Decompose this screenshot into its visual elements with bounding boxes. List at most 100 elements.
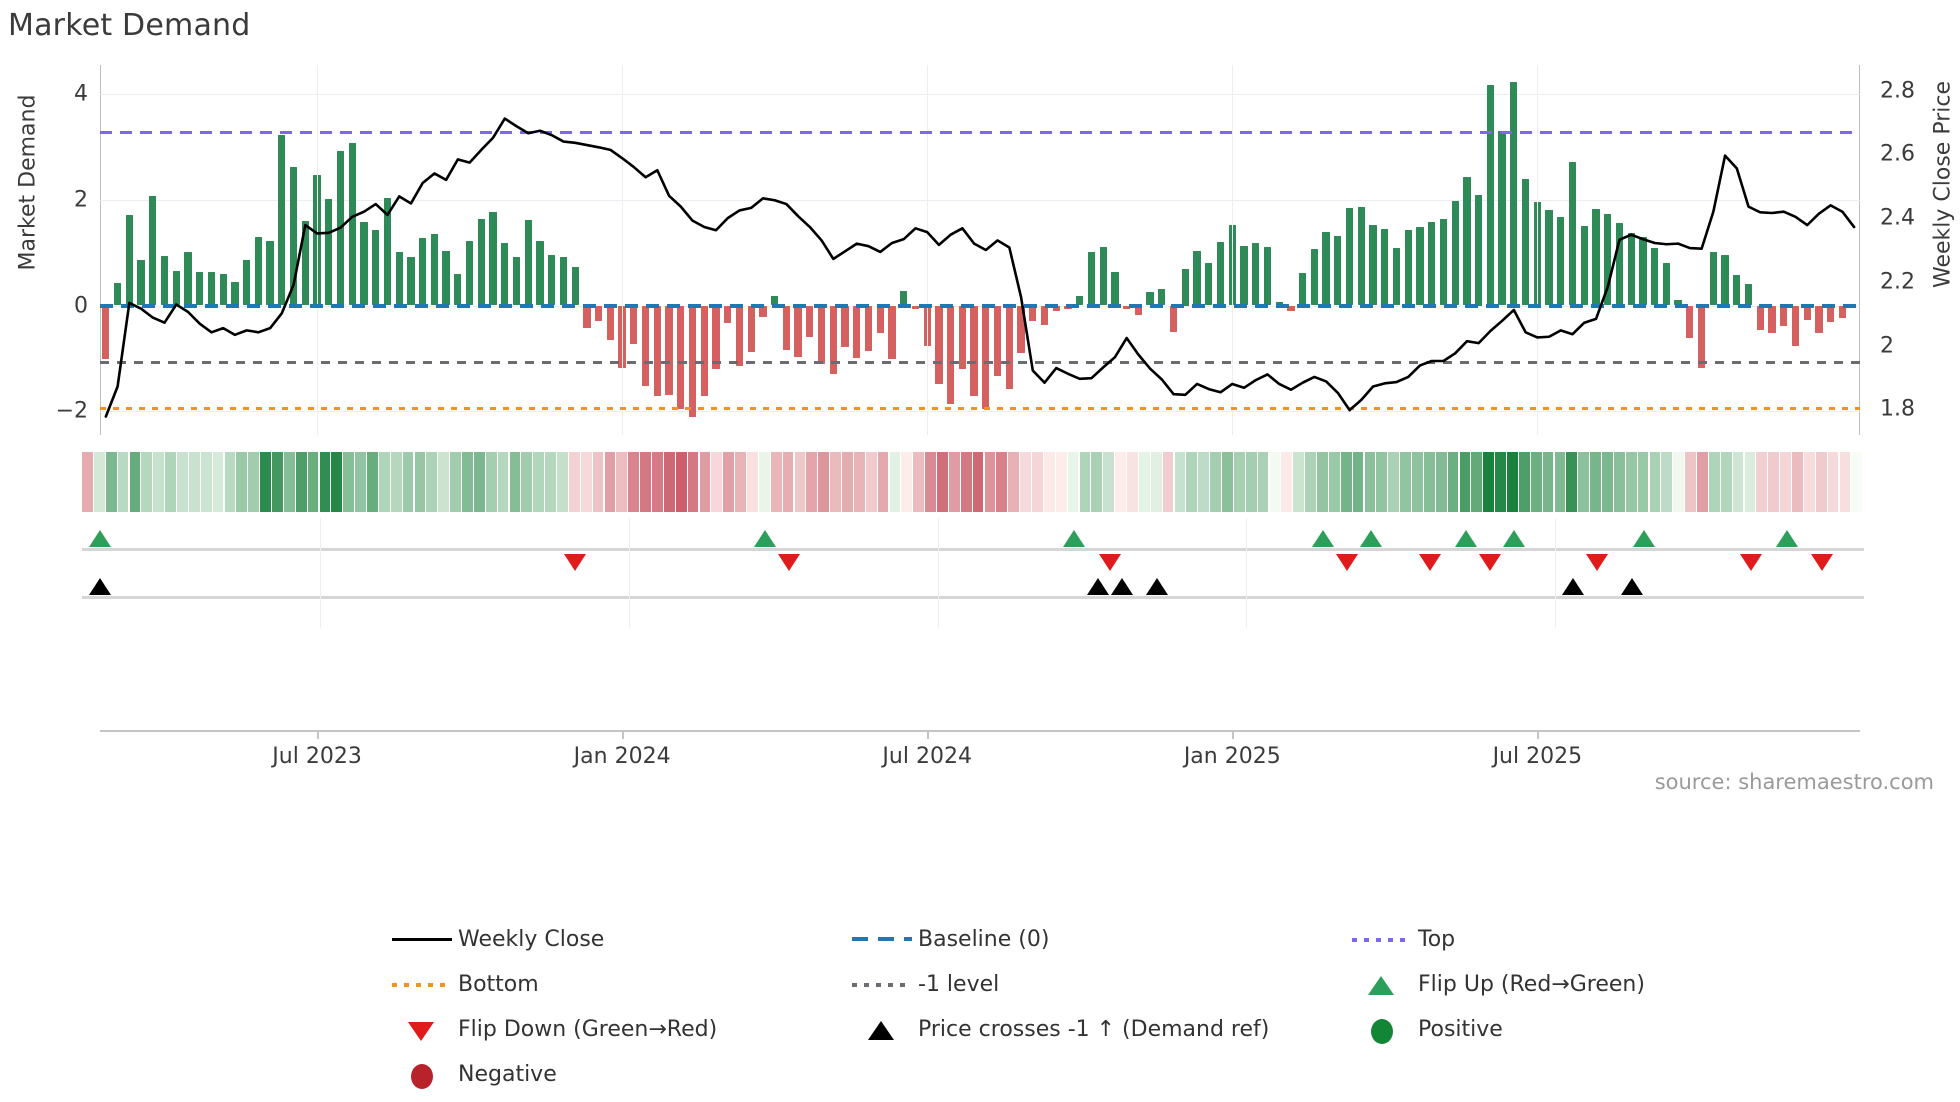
vertical-gridline [937,518,939,628]
heatmap-cell [937,452,948,512]
heatmap-cell [188,452,200,512]
y-tick-label-left: 2 [74,187,88,213]
legend-item[interactable]: Baseline (0) [846,920,1346,958]
minus-one-level-line-icon [852,983,912,987]
heatmap-cell [450,452,461,512]
demand-bar [395,251,403,306]
demand-bar [1134,305,1143,315]
demand-bar [419,237,427,306]
flip-down-triangle-icon [1336,554,1359,571]
flip-up-triangle-icon [1368,976,1394,995]
heatmap-cell [711,452,723,512]
legend-item[interactable]: Weekly Close [386,920,846,958]
heatmap-cell [1233,452,1245,512]
heatmap-cell [830,452,841,512]
heatmap-cell [972,452,984,512]
price-cross-marker-axis [82,596,1864,599]
demand-bar [372,230,380,306]
heatmap-cell [1340,452,1352,512]
x-tick-label: Jul 2025 [1492,744,1583,769]
demand-bar [548,254,556,306]
x-tick-label: Jan 2024 [573,744,671,769]
heatmap-cell [438,452,450,512]
legend-item[interactable]: Negative [386,1055,846,1093]
heatmap-cell [1554,452,1566,512]
demand-bar [1651,248,1659,306]
demand-bar [348,142,356,306]
legend-item[interactable]: Flip Down (Green→Red) [386,1010,846,1048]
heatmap-cell [1685,452,1696,512]
demand-bar [125,214,133,306]
legend-item[interactable]: Top [1346,920,1646,958]
heatmap-cell [212,452,224,512]
flip-down-triangle-icon [1478,554,1501,571]
legend-label: Price crosses -1 ↑ (Demand ref) [918,1016,1270,1042]
demand-bar [712,305,720,369]
demand-bar [430,233,439,306]
demand-bar [477,218,485,306]
positive-circle-icon [1371,1019,1393,1044]
legend-item[interactable]: Positive [1346,1010,1646,1048]
demand-bar [501,243,509,306]
price-cross-triangle-icon [1146,578,1169,595]
demand-bar [524,219,532,306]
heatmap-cell [200,452,212,512]
heatmap-cell [1127,452,1138,512]
heatmap-cell [568,452,580,512]
heatmap-cell [1637,452,1649,512]
legend-label: Negative [458,1061,557,1087]
demand-bar [1733,274,1741,306]
legend-label: Top [1418,926,1456,952]
demand-bar [747,305,755,352]
heatmap-cell [877,452,889,512]
demand-bar [1369,225,1377,306]
demand-bar [536,241,544,306]
demand-bar [442,250,450,306]
demand-bar [1791,305,1800,346]
x-tick-mark [927,730,929,739]
demand-bar [1428,221,1436,306]
baseline-line-icon [852,937,912,941]
demand-bar [583,305,591,328]
demand-bar [1627,232,1635,306]
heatmap-cell [1459,452,1471,512]
vertical-gridline [628,518,630,628]
heatmap-cell [1245,452,1257,512]
heatmap-cell [402,452,414,512]
legend-glyph [846,969,918,999]
x-tick-mark [317,730,319,739]
legend-glyph [386,924,458,954]
vertical-gridline [319,518,321,628]
legend-glyph [1346,1014,1418,1044]
legend-item[interactable]: Price crosses -1 ↑ (Demand ref) [846,1010,1346,1048]
heatmap-cell [770,452,782,512]
demand-bar [1827,305,1835,323]
demand-bar [1146,291,1154,306]
heatmap-cell [224,452,236,512]
demand-bar [137,260,145,306]
demand-bar [1263,247,1272,306]
heatmap-cell [984,452,996,512]
bottom-level-line-icon [392,983,452,987]
x-tick-label: Jul 2024 [882,744,972,769]
demand-bar [1815,305,1823,333]
demand-bar [794,305,802,358]
demand-bar [1838,305,1847,319]
legend-item[interactable]: Flip Up (Red→Green) [1346,965,1646,1003]
legend-item[interactable]: Bottom [386,965,846,1003]
demand-bar [993,305,1002,377]
y-tick-label-left: 0 [74,293,88,318]
demand-bar [782,305,791,350]
heatmap-cell [485,452,497,512]
heatmap-cell [414,452,426,512]
demand-bar [1533,201,1541,306]
legend-label: Flip Down (Green→Red) [458,1016,718,1042]
heatmap-cell [521,452,533,512]
legend-item[interactable]: -1 level [846,965,1346,1003]
heatmap-cell [295,452,307,512]
demand-bar [700,305,708,397]
heatmap-cell [93,452,105,512]
demand-bar [618,305,626,368]
flip-down-triangle-icon [1585,554,1608,571]
heatmap-cell [1269,452,1281,512]
